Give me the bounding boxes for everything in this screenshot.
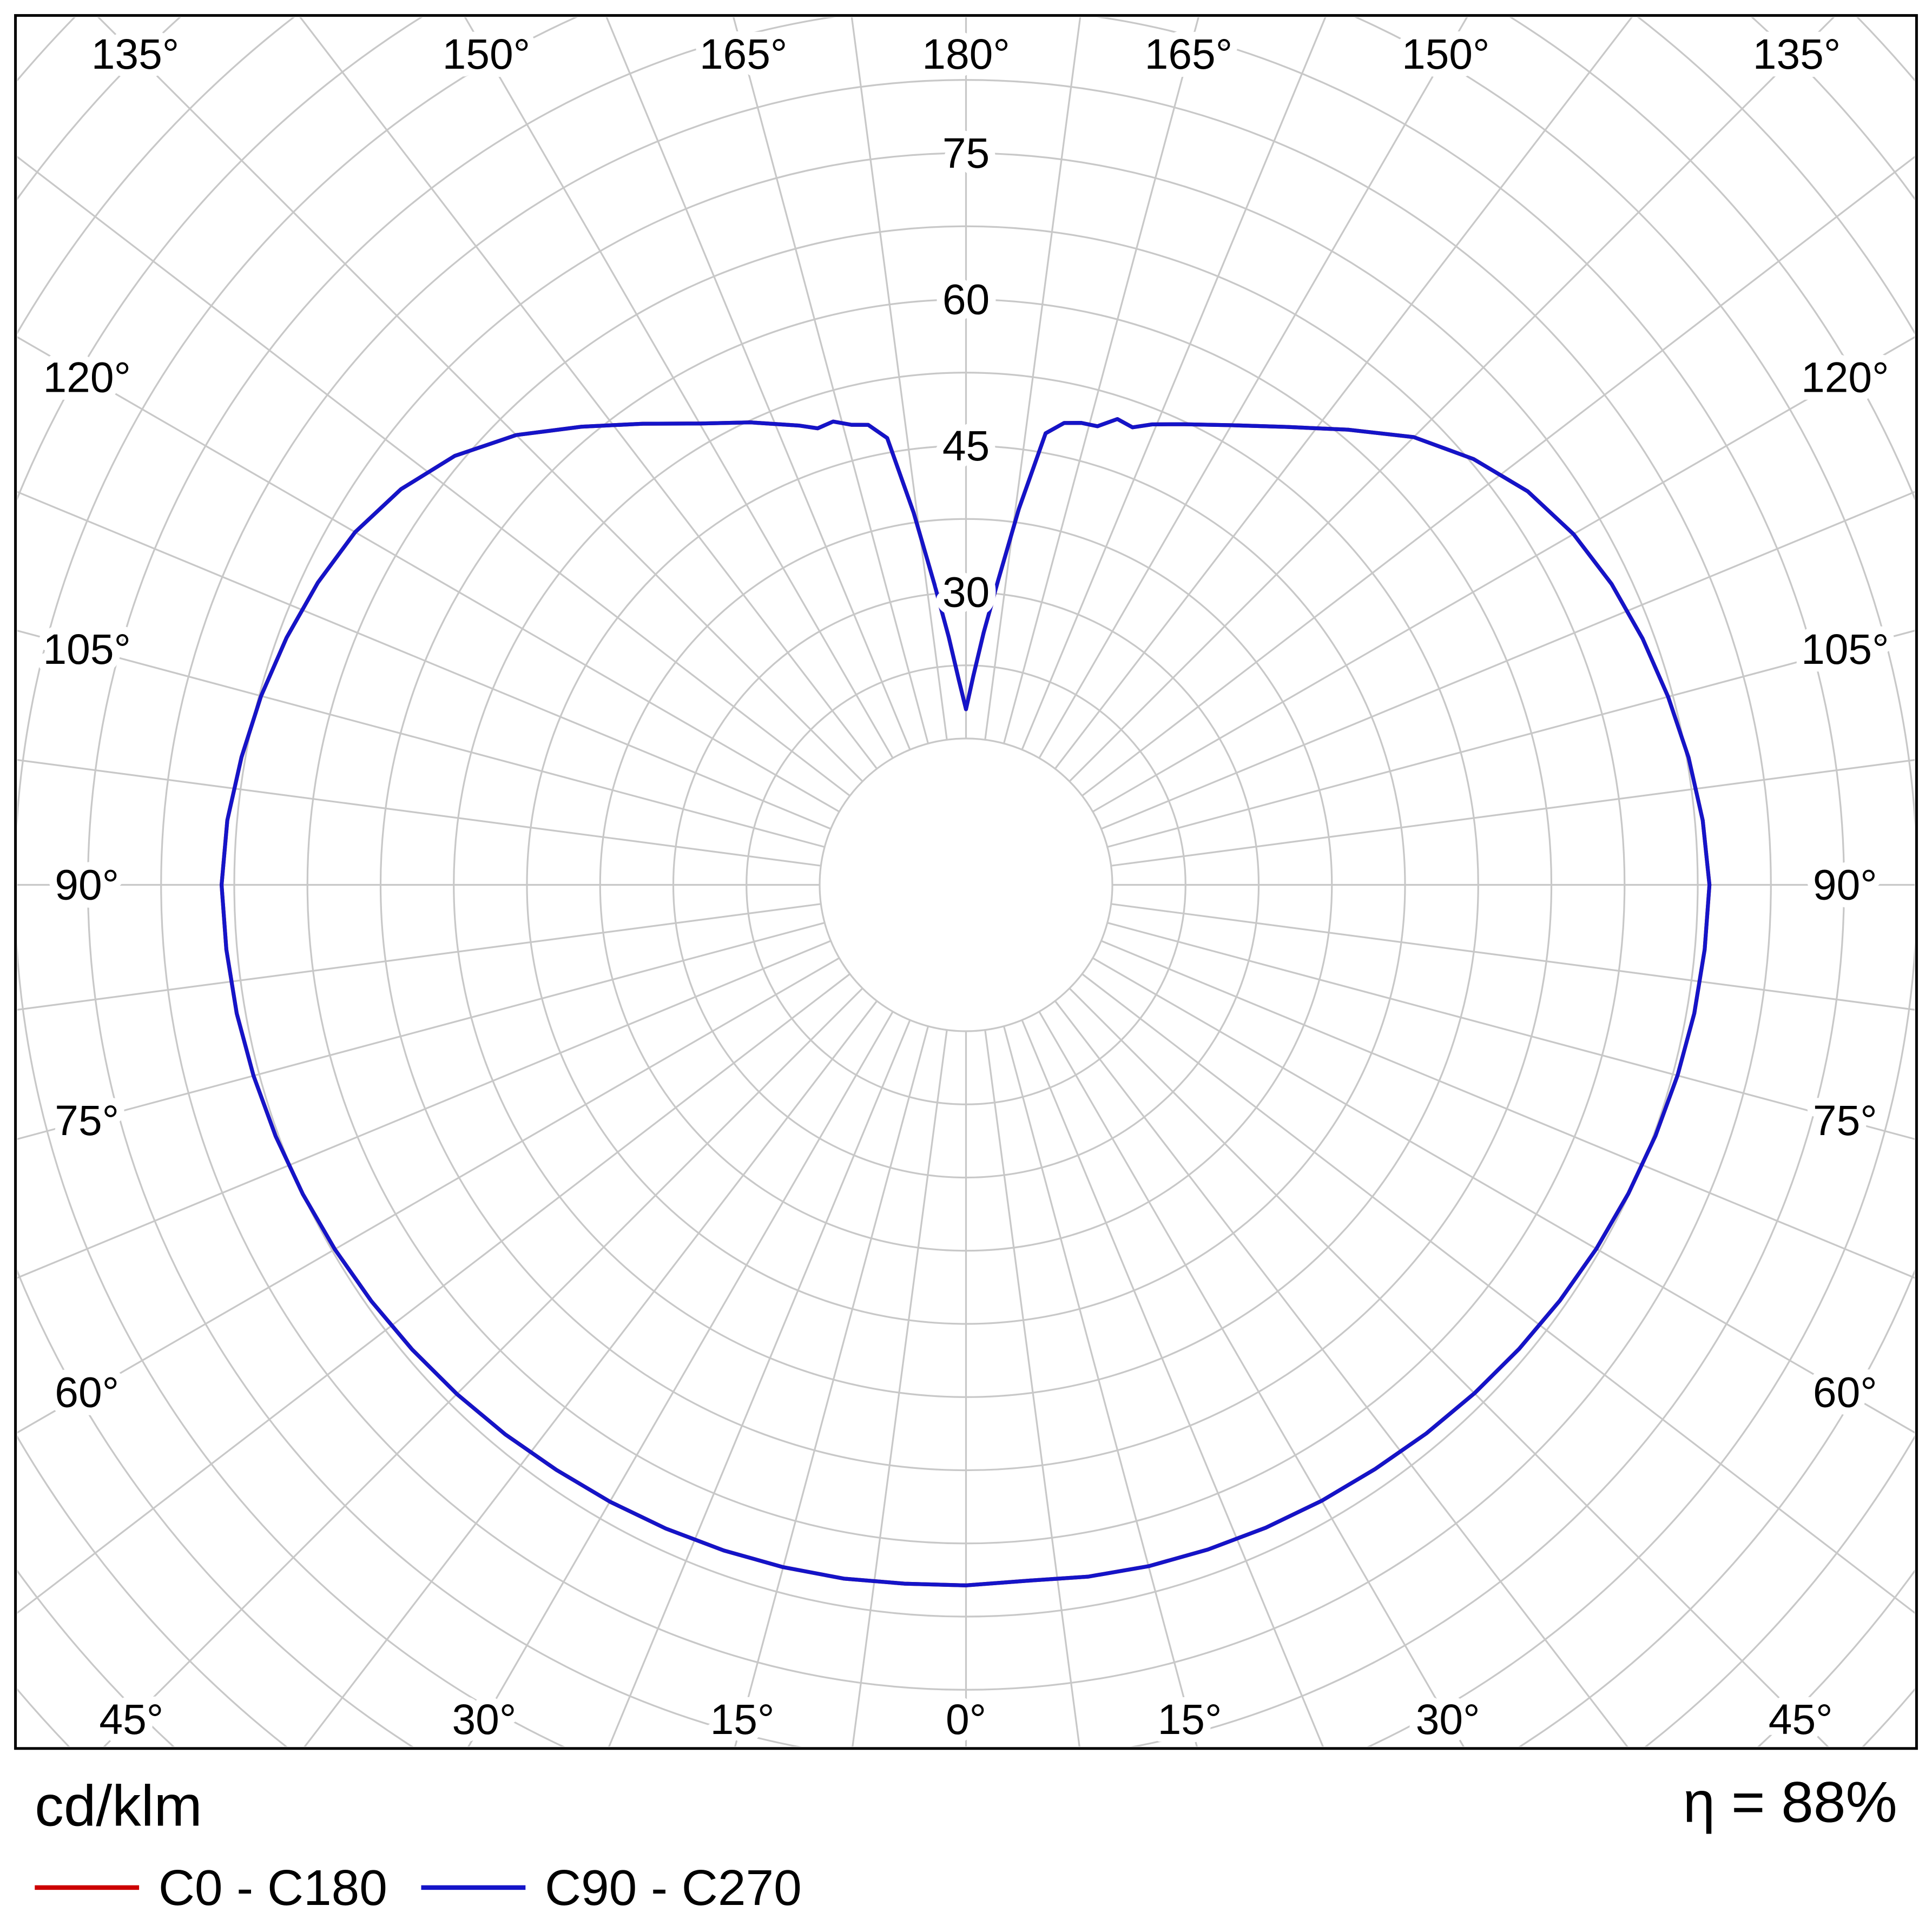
legend-label-c90-c270: C90 - C270 bbox=[545, 1860, 802, 1916]
grid-spoke bbox=[17, 973, 850, 1614]
grid-spoke bbox=[852, 1030, 948, 1747]
grid-spoke bbox=[299, 17, 878, 769]
grid-spoke bbox=[734, 1026, 929, 1747]
ring-label: 75 bbox=[942, 129, 990, 177]
grid-spoke bbox=[17, 491, 832, 830]
angle-label: 165° bbox=[1145, 30, 1232, 78]
grid-spoke bbox=[1111, 903, 1915, 1011]
angle-label: 120° bbox=[1801, 353, 1889, 401]
angle-label: 15° bbox=[1158, 1696, 1222, 1743]
grid-spoke bbox=[1038, 1011, 1465, 1747]
grid-spoke bbox=[1092, 957, 1915, 1434]
grid-spoke bbox=[17, 759, 821, 867]
grid-spoke bbox=[1092, 336, 1915, 813]
intensity-curves bbox=[219, 417, 1712, 1587]
angle-label: 150° bbox=[1402, 30, 1489, 78]
grid-spoke bbox=[17, 921, 825, 1140]
units-label: cd/klm bbox=[35, 1773, 202, 1838]
angle-label: 135° bbox=[1753, 30, 1841, 78]
angle-label: 0° bbox=[946, 1696, 986, 1743]
angle-label: 150° bbox=[443, 30, 530, 78]
grid-spoke bbox=[1111, 759, 1915, 867]
curve-c90-c270 bbox=[219, 417, 1712, 1587]
grid-spoke bbox=[1054, 17, 1633, 769]
grid-spoke bbox=[1069, 987, 1829, 1747]
grid-spoke bbox=[850, 17, 948, 740]
angle-label: 105° bbox=[43, 625, 130, 673]
grid-spoke bbox=[1082, 156, 1915, 797]
grid-spoke bbox=[1107, 630, 1915, 848]
grid-spoke bbox=[1021, 1019, 1324, 1747]
angle-label: 90° bbox=[55, 861, 119, 909]
ring-label: 30 bbox=[942, 569, 990, 616]
grid-spoke bbox=[467, 1011, 894, 1747]
angle-label: 135° bbox=[91, 30, 179, 78]
grid-spoke bbox=[1107, 921, 1915, 1140]
legend: C0 - C180 C90 - C270 bbox=[35, 1860, 802, 1916]
grid-labels: 30 45 60 75 0° 15° 15° 30° 30° 45° 45° 60° 60° 75° 75°… bbox=[35, 23, 1897, 1751]
grid-spoke bbox=[103, 987, 863, 1747]
angle-label: 45° bbox=[1769, 1696, 1833, 1743]
grid-spoke bbox=[605, 17, 911, 750]
grid-spoke bbox=[1100, 491, 1915, 830]
grid-spoke bbox=[17, 630, 825, 848]
efficiency-label: η = 88% bbox=[1683, 1769, 1897, 1834]
grid-spoke bbox=[733, 17, 929, 744]
grid-spoke bbox=[1082, 973, 1915, 1614]
angle-label: 105° bbox=[1801, 625, 1889, 673]
grid-spoke bbox=[1003, 1026, 1198, 1747]
grid-spoke bbox=[1069, 17, 1835, 782]
grid-spoke bbox=[17, 957, 840, 1434]
grid-spoke bbox=[1054, 1000, 1628, 1747]
grid-spoke bbox=[464, 17, 894, 759]
angle-label: 180° bbox=[922, 30, 1010, 78]
angle-label: 165° bbox=[700, 30, 787, 78]
grid-spoke bbox=[984, 17, 1082, 740]
grid-spoke bbox=[17, 156, 850, 797]
ring-label: 60 bbox=[942, 276, 990, 324]
angle-label: 60° bbox=[1813, 1369, 1877, 1416]
angle-label: 75° bbox=[1813, 1097, 1877, 1144]
angle-label: 75° bbox=[55, 1097, 119, 1144]
grid-spoke bbox=[1021, 17, 1327, 750]
angle-label: 45° bbox=[99, 1696, 163, 1743]
plot-border bbox=[14, 14, 1918, 1750]
ring-label: 45 bbox=[942, 422, 990, 470]
angle-label: 60° bbox=[55, 1369, 119, 1416]
grid-spoke bbox=[1100, 940, 1915, 1279]
grid-spoke bbox=[17, 940, 832, 1279]
grid-spoke bbox=[17, 336, 840, 813]
grid-spoke bbox=[1038, 17, 1468, 759]
grid-spoke bbox=[304, 1000, 878, 1747]
angle-label: 120° bbox=[43, 353, 130, 401]
legend-label-c0-c180: C0 - C180 bbox=[159, 1860, 387, 1916]
angle-label: 15° bbox=[710, 1696, 775, 1743]
angle-label: 30° bbox=[1416, 1696, 1480, 1743]
grid-spoke bbox=[17, 903, 821, 1011]
angle-label: 30° bbox=[452, 1696, 517, 1743]
grid-spoke bbox=[97, 17, 863, 782]
grid-spoke bbox=[984, 1030, 1080, 1747]
angle-label: 90° bbox=[1813, 861, 1877, 909]
grid-spoke bbox=[1003, 17, 1199, 744]
grid-ring bbox=[819, 737, 1113, 1032]
grid-spoke bbox=[608, 1019, 911, 1747]
